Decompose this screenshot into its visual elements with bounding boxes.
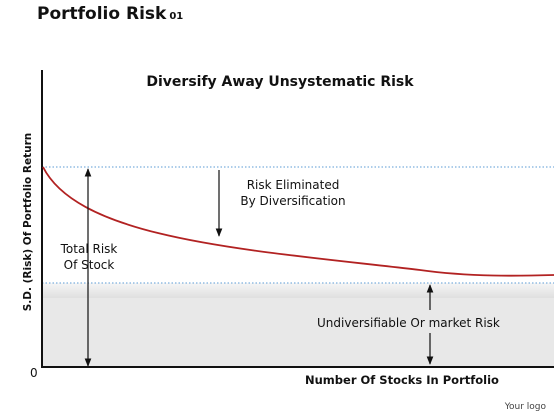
- shade-gradient: [42, 283, 554, 298]
- y-axis-label: S.D. (Risk) Of Portfolio Return: [22, 132, 34, 312]
- total-risk-label-line-1: Total Risk: [60, 242, 118, 256]
- risk-curve: [42, 166, 555, 277]
- x-axis-label: Number Of Stocks In Portfolio: [305, 373, 499, 387]
- risk-eliminated-label: Risk Eliminated By Diversification: [232, 177, 354, 209]
- origin-label: 0: [30, 366, 38, 380]
- undiversifiable-risk-label: Undiversifiable Or market Risk: [317, 316, 500, 330]
- title-number: 01: [169, 11, 184, 22]
- page-title: Portfolio Risk 01: [37, 4, 183, 24]
- risk-eliminated-label-line-1: Risk Eliminated: [246, 178, 340, 192]
- total-risk-label: Total Risk Of Stock: [57, 241, 121, 273]
- risk-eliminated-label-line-2: By Diversification: [240, 194, 346, 208]
- diagram-heading: Diversify Away Unsystematic Risk: [146, 74, 414, 90]
- title-text: Portfolio Risk: [37, 4, 167, 24]
- logo-text: Your logo: [504, 402, 546, 412]
- total-risk-label-line-2: Of Stock: [63, 258, 115, 272]
